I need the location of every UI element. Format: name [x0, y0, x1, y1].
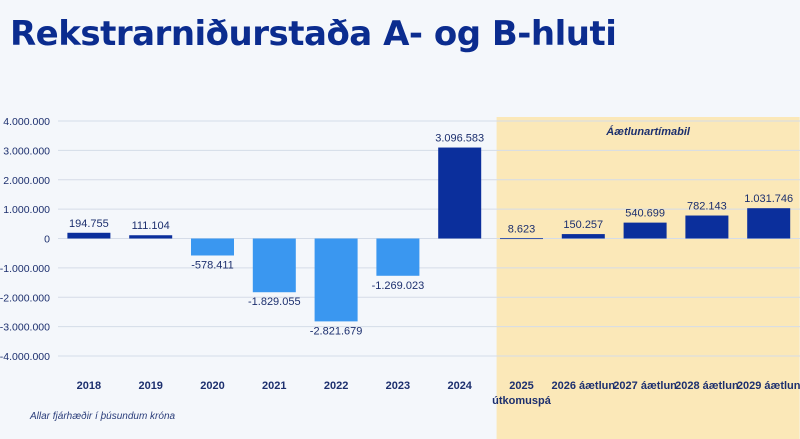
y-tick-label: 0 [44, 234, 50, 246]
data-label: -2.821.679 [310, 325, 363, 337]
footnote: Allar fjárhæðir í þúsundum króna [30, 411, 176, 422]
bar [252, 238, 296, 293]
bar [191, 238, 234, 256]
x-tick-label: 2022 [324, 380, 348, 392]
y-tick-label: -2.000.000 [0, 292, 50, 304]
bar [500, 238, 543, 240]
x-tick-sublabel: útkomuspá [492, 395, 552, 407]
forecast-period-band [496, 117, 800, 439]
x-tick-label: 2025 [509, 380, 533, 392]
x-tick-label: 2026 áætlun [552, 380, 616, 392]
bar [376, 238, 420, 276]
bar [747, 208, 791, 239]
bar [561, 234, 605, 239]
y-tick-label: -3.000.000 [0, 322, 50, 334]
bar [685, 215, 729, 239]
x-tick-label: 2029 áætlun [737, 380, 800, 392]
x-tick-label: 2023 [386, 380, 410, 392]
bar [129, 235, 173, 239]
bar [314, 238, 358, 322]
y-tick-label: -1.000.000 [0, 263, 50, 275]
data-label: 150.257 [563, 219, 603, 231]
x-tick-label: 2020 [200, 380, 224, 392]
data-label: 1.031.746 [744, 193, 793, 205]
y-tick-label: 4.000.000 [3, 116, 50, 128]
bar [623, 222, 667, 239]
data-label: 111.104 [132, 220, 170, 232]
x-tick-label: 2028 áætlun [675, 380, 739, 392]
x-tick-label: 2021 [262, 380, 286, 392]
data-label: -1.829.055 [248, 296, 301, 308]
y-tick-label: 2.000.000 [3, 175, 50, 187]
x-tick-label: 2024 [447, 380, 472, 392]
x-tick-label: 2018 [77, 380, 101, 392]
data-label: 782.143 [687, 201, 727, 213]
y-tick-label: 3.000.000 [3, 145, 50, 157]
data-label: 3.096.583 [435, 133, 484, 145]
data-label: -1.269.023 [372, 280, 425, 292]
chart-title: Rekstrarniðurstaða A- og B-hluti [10, 14, 617, 54]
data-label: 8.623 [508, 224, 536, 236]
x-tick-label: 2019 [138, 380, 162, 392]
data-label: 194.755 [69, 218, 109, 230]
bar [67, 232, 111, 239]
forecast-period-label: Áætlunartímabil [605, 125, 691, 138]
data-label: 540.699 [625, 208, 665, 220]
x-tick-label: 2027 áætlun [613, 380, 677, 392]
y-tick-label: 1.000.000 [3, 204, 50, 216]
data-label: -578.411 [191, 259, 234, 271]
bar [438, 147, 482, 239]
y-tick-label: -4.000.000 [0, 351, 50, 363]
